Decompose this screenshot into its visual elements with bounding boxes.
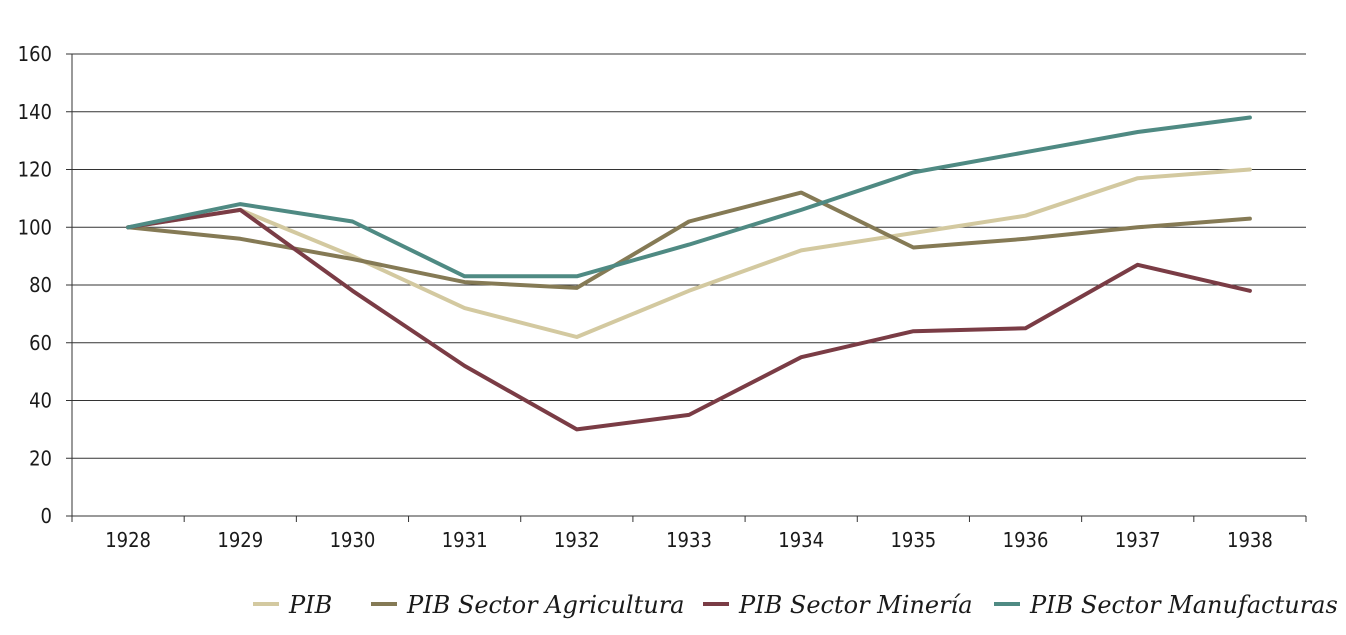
x-tick-label: 1930 (330, 528, 376, 552)
series-lines (126, 115, 1252, 432)
y-tick-label: 140 (18, 100, 52, 124)
x-tick-label: 1928 (105, 528, 151, 552)
y-tick-label: 20 (29, 446, 52, 470)
x-tick-label: 1935 (890, 528, 936, 552)
axes (66, 53, 1307, 522)
x-tick-labels: 1928 1929 1930 1931 1932 1933 1934 1935 1936 1937… (105, 528, 1273, 552)
x-tick-label: 1933 (666, 528, 712, 552)
y-tick-label: 60 (29, 331, 52, 355)
legend-label-1: PIB Sector Agricultura (406, 591, 684, 619)
x-tick-label: 1931 (442, 528, 488, 552)
y-tick-label: 160 (18, 42, 52, 66)
legend-label-3: PIB Sector Manufacturas (1029, 591, 1338, 619)
x-tick-label: 1929 (217, 528, 263, 552)
y-tick-label: 0 (41, 504, 52, 528)
legend: PIB PIB Sector Agricultura PIB Sector Mine… (253, 591, 1338, 619)
x-tick-label: 1937 (1115, 528, 1161, 552)
y-tick-labels: 0 20 40 60 80 100 120 140 160 (18, 42, 52, 528)
x-tick-label: 1932 (554, 528, 600, 552)
y-tick-label: 100 (18, 215, 52, 239)
series-line-2 (126, 207, 1252, 432)
series-line-1 (126, 190, 1252, 290)
y-tick-label: 40 (29, 389, 52, 413)
legend-label-2: PIB Sector Minería (738, 591, 973, 619)
series-line-0 (126, 167, 1252, 339)
x-tick-label: 1934 (778, 528, 824, 552)
y-tick-label: 80 (29, 273, 52, 297)
x-tick-label: 1938 (1227, 528, 1273, 552)
y-tick-label: 120 (18, 158, 52, 182)
legend-label-0: PIB (288, 591, 332, 619)
x-tick-label: 1936 (1003, 528, 1049, 552)
series-line-3 (126, 115, 1252, 279)
gridlines (72, 53, 1306, 459)
